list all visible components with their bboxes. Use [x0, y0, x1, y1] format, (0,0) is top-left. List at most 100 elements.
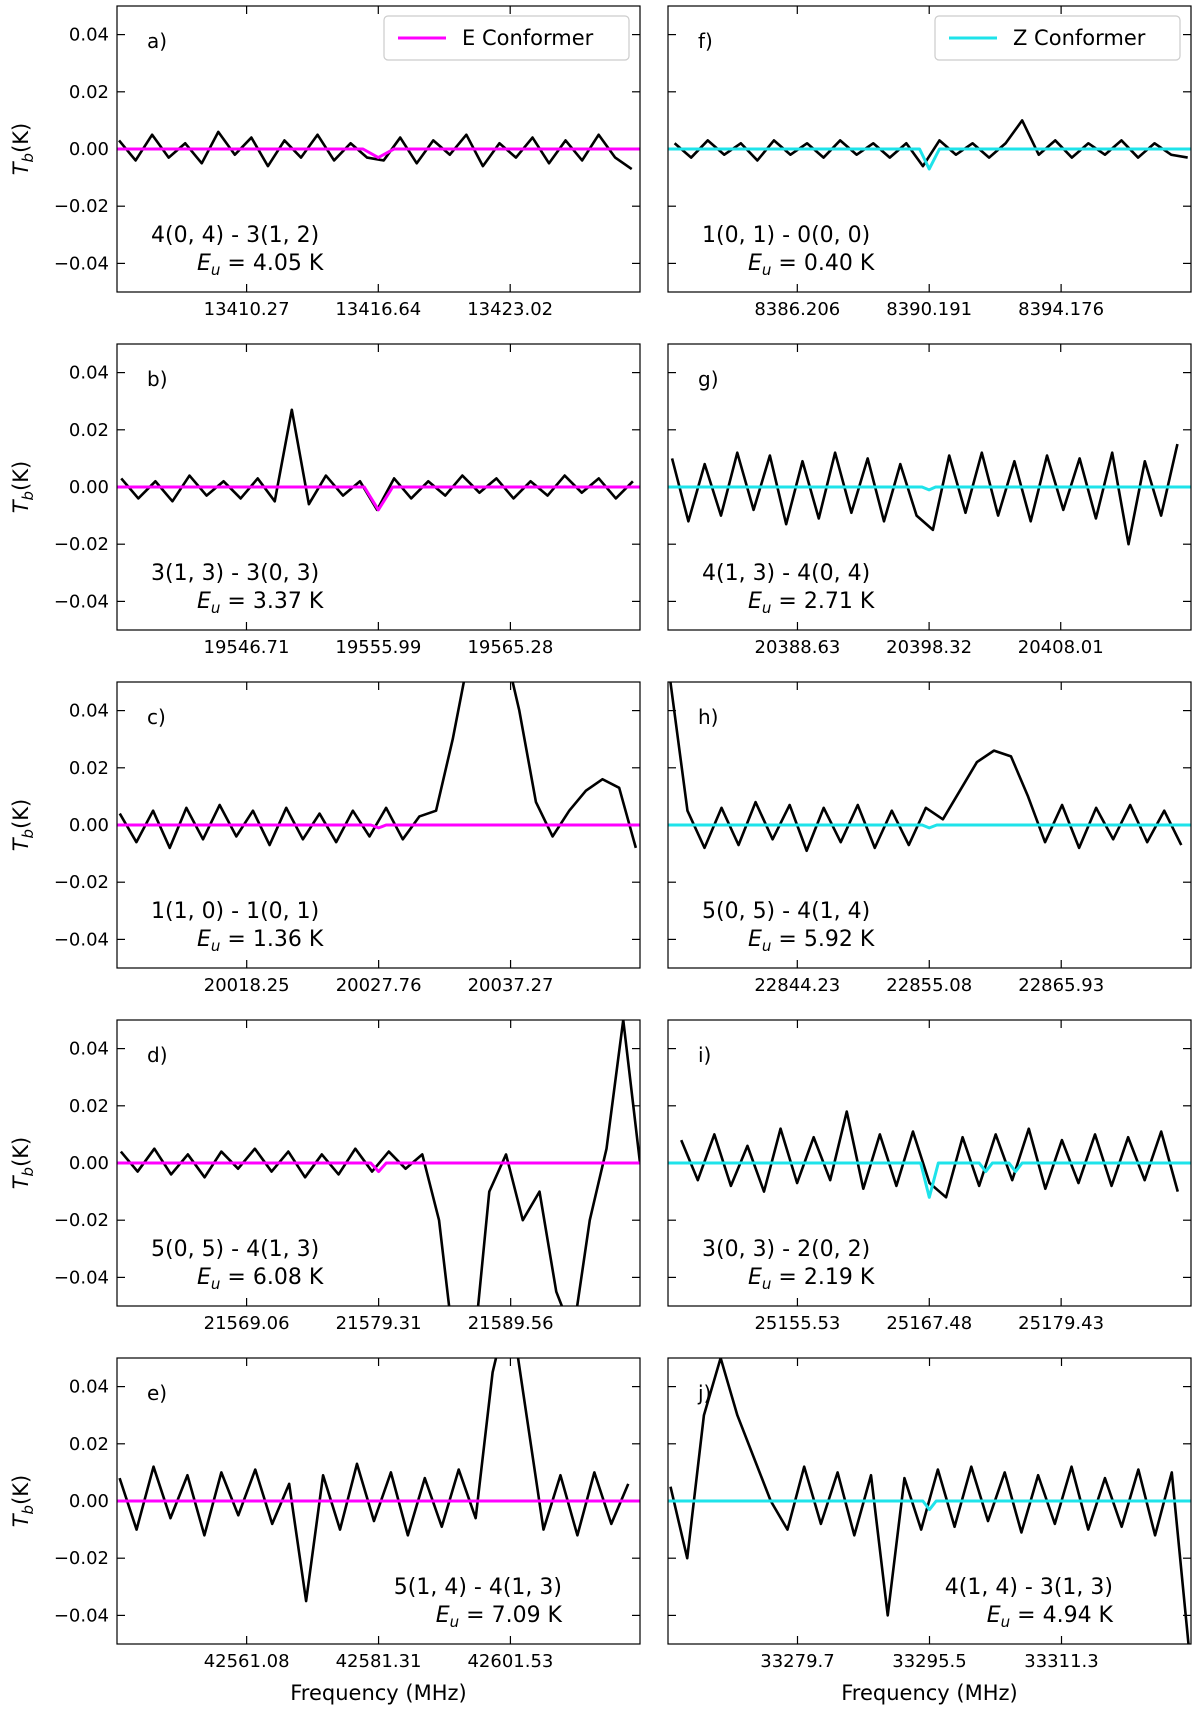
legend-box [383, 15, 630, 61]
y-axis-label: Tb(K) [9, 123, 37, 176]
panel-label: i) [698, 1043, 711, 1067]
x-tick-label: 25179.43 [1018, 1313, 1104, 1334]
model-line [668, 1161, 1191, 1199]
x-tick-label: 21589.56 [468, 1313, 554, 1334]
y-tick-label: −0.02 [54, 872, 109, 893]
energy-subscript: u [450, 1613, 460, 1631]
energy-label: Eu = 2.71 K [748, 589, 875, 617]
spectrum-line [680, 1110, 1180, 1199]
y-tick-label: −0.04 [54, 1605, 109, 1626]
plot-frame [116, 1019, 641, 1307]
model-line [668, 823, 1191, 830]
x-tick-label: 21579.31 [336, 1313, 422, 1334]
transition-label: 4(0, 4) - 3(1, 2) [151, 223, 319, 248]
x-tick-label: 13410.27 [204, 299, 290, 320]
y-axis-label: Tb(K) [9, 799, 37, 852]
x-tick-label: 33279.7 [760, 1651, 834, 1672]
energy-subscript: u [211, 261, 221, 279]
x-tick-label: 22855.08 [886, 975, 972, 996]
y-tick-label: 0.02 [69, 82, 109, 103]
spectrum-line [669, 1358, 1190, 1644]
transition-label: 1(1, 0) - 1(0, 1) [151, 899, 319, 924]
x-tick-label: 13416.64 [335, 299, 421, 320]
panel-label: f) [698, 29, 713, 53]
x-tick-label: 42561.08 [204, 1651, 290, 1672]
plot-frame [116, 343, 641, 631]
energy-label: Eu = 4.05 K [197, 251, 324, 279]
energy-subscript: u [211, 1275, 221, 1293]
x-axis-label: Frequency (MHz) [841, 1681, 1017, 1705]
transition-label: 5(0, 5) - 4(1, 4) [702, 899, 870, 924]
legend-label: E Conformer [462, 26, 594, 50]
transition-label: 5(0, 5) - 4(1, 3) [151, 1237, 319, 1262]
y-tick-label: 0.02 [69, 420, 109, 441]
model-line [668, 1499, 1191, 1512]
y-tick-label: −0.02 [54, 196, 109, 217]
x-tick-label: 22844.23 [754, 975, 840, 996]
spectrum-line [118, 682, 638, 850]
plot-frame [667, 681, 1192, 969]
transition-label: 3(0, 3) - 2(0, 2) [702, 1237, 870, 1262]
transition-label: 4(1, 4) - 3(1, 3) [945, 1575, 1113, 1600]
transition-label: 5(1, 4) - 4(1, 3) [394, 1575, 562, 1600]
energy-subscript: u [762, 937, 772, 955]
panel-label: b) [147, 367, 168, 391]
energy-label: Eu = 3.37 K [197, 589, 324, 617]
energy-symbol: E [197, 251, 211, 276]
energy-symbol: E [748, 251, 762, 276]
spectrum-line [673, 119, 1188, 168]
panel-label: h) [698, 705, 718, 729]
y-tick-label: −0.02 [54, 1210, 109, 1231]
energy-text: = 1.36 K [227, 927, 323, 952]
energy-subscript: u [762, 1275, 772, 1293]
x-tick-label: 42601.53 [467, 1651, 553, 1672]
y-label-subscript: b [19, 491, 37, 501]
energy-text: = 2.19 K [778, 1265, 874, 1290]
y-label-symbol: T [9, 1174, 33, 1189]
energy-subscript: u [211, 599, 221, 617]
energy-text: = 2.71 K [778, 589, 874, 614]
spectrum-line [119, 1020, 640, 1306]
legend-box [934, 15, 1181, 61]
model-line [117, 485, 640, 512]
y-axis-label: Tb(K) [9, 1137, 37, 1190]
energy-label: Eu = 2.19 K [748, 1265, 875, 1293]
x-tick-label: 20037.27 [468, 975, 554, 996]
x-tick-label: 42581.31 [336, 1651, 422, 1672]
model-line [117, 1161, 640, 1174]
y-label-symbol: T [9, 160, 33, 175]
y-tick-label: 0.04 [69, 1377, 109, 1398]
plot-frame [116, 5, 641, 293]
energy-text: = 0.40 K [778, 251, 874, 276]
energy-label: Eu = 6.08 K [197, 1265, 324, 1293]
x-tick-label: 33295.5 [892, 1651, 966, 1672]
x-tick-label: 20027.76 [336, 975, 422, 996]
x-tick-label: 21569.06 [204, 1313, 290, 1334]
y-tick-label: 0.00 [69, 1153, 109, 1174]
y-tick-label: −0.04 [54, 591, 109, 612]
energy-subscript: u [762, 599, 772, 617]
y-label-text: (K) [9, 1137, 33, 1167]
energy-label: Eu = 7.09 K [436, 1603, 563, 1631]
y-tick-label: 0.00 [69, 139, 109, 160]
transition-label: 3(1, 3) - 3(0, 3) [151, 561, 319, 586]
model-line [117, 823, 640, 830]
y-label-subscript: b [19, 1167, 37, 1177]
x-tick-label: 19565.28 [467, 637, 553, 658]
energy-symbol: E [987, 1603, 1001, 1628]
transition-label: 1(0, 1) - 0(0, 0) [702, 223, 870, 248]
energy-text: = 4.05 K [227, 251, 323, 276]
panel-label: g) [698, 367, 719, 391]
x-tick-label: 22865.93 [1018, 975, 1104, 996]
spectrum-line [670, 443, 1179, 546]
y-tick-label: −0.02 [54, 534, 109, 555]
y-tick-label: −0.04 [54, 1267, 109, 1288]
y-label-symbol: T [9, 836, 33, 851]
energy-label: Eu = 1.36 K [197, 927, 324, 955]
energy-text: = 5.92 K [778, 927, 874, 952]
y-axis-label: Tb(K) [9, 461, 37, 514]
y-label-text: (K) [9, 123, 33, 153]
x-tick-label: 8390.191 [886, 299, 972, 320]
plot-frame [667, 5, 1192, 293]
